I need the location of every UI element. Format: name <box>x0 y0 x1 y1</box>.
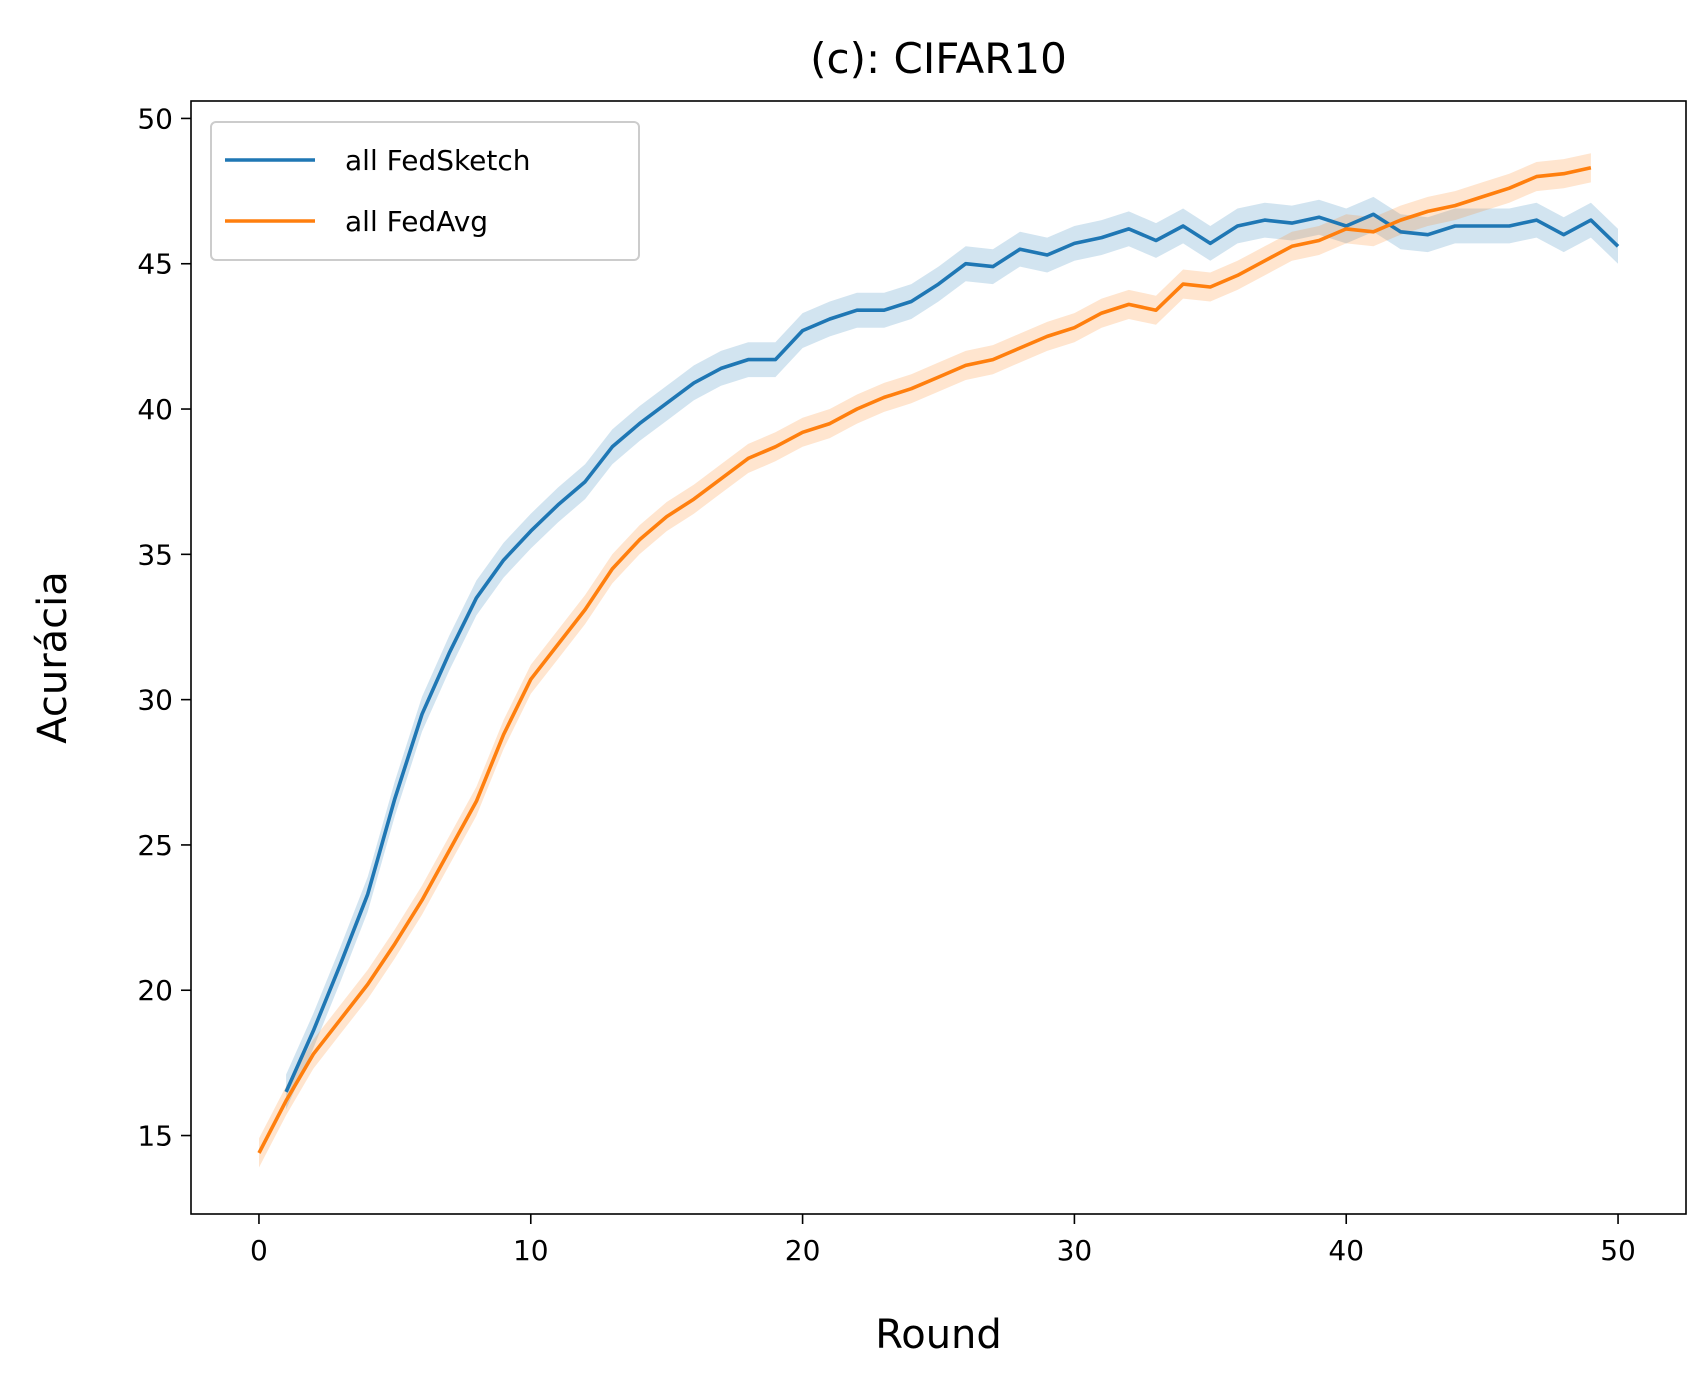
x-axis-label: Round <box>875 1312 1002 1358</box>
y-axis-label: Acurácia <box>30 571 76 744</box>
y-tick-label-25: 25 <box>137 829 173 862</box>
y-tick-label-15: 15 <box>137 1120 173 1153</box>
series-line-all-fedavg <box>257 166 1592 1154</box>
x-tick-label-20: 20 <box>785 1234 821 1267</box>
y-tick-label-50: 50 <box>137 102 173 135</box>
y-axis-ticks: 15 20 25 30 35 40 45 50 <box>137 102 191 1153</box>
x-tick-label-10: 10 <box>513 1234 549 1267</box>
series-lines <box>257 166 1620 1154</box>
x-tick-label-30: 30 <box>1057 1234 1093 1267</box>
band-all-fedsketch <box>286 196 1619 1110</box>
y-tick-label-40: 40 <box>137 393 173 426</box>
y-tick-label-45: 45 <box>137 248 173 281</box>
legend-label-fedsketch: all FedSketch <box>345 144 531 177</box>
x-tick-label-50: 50 <box>1600 1234 1636 1267</box>
chart-title: (c): CIFAR10 <box>810 34 1067 83</box>
legend: all FedSketch all FedAvg <box>210 121 640 261</box>
y-tick-label-30: 30 <box>137 684 173 717</box>
y-tick-label-35: 35 <box>137 538 173 571</box>
legend-label-fedavg: all FedAvg <box>345 205 488 238</box>
x-tick-label-0: 0 <box>250 1234 268 1267</box>
x-tick-label-40: 40 <box>1328 1234 1364 1267</box>
series-line-all-fedsketch <box>284 212 1620 1093</box>
x-axis-ticks: 0 10 20 30 40 50 <box>250 1214 1636 1267</box>
plot-frame <box>190 100 1687 1215</box>
confidence-bands <box>259 153 1619 1168</box>
y-tick-label-20: 20 <box>137 974 173 1007</box>
legend-box <box>210 121 640 261</box>
